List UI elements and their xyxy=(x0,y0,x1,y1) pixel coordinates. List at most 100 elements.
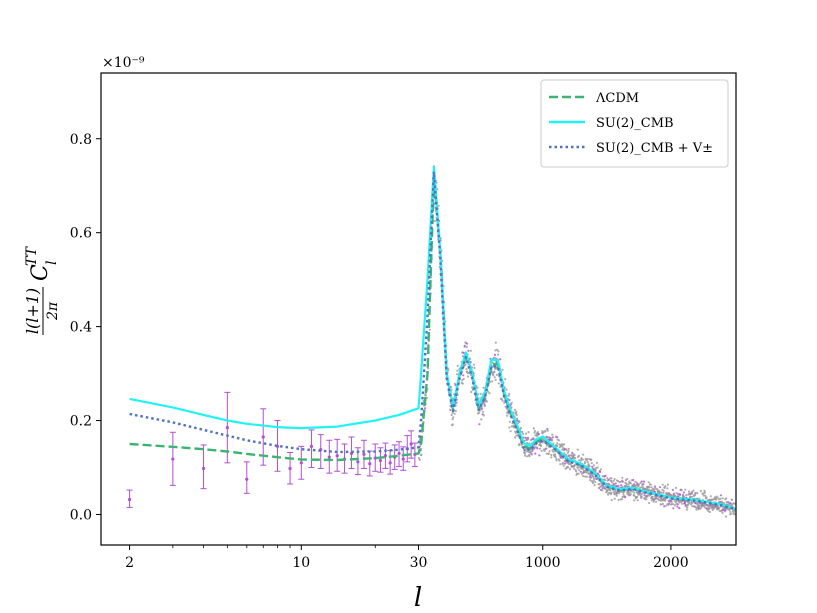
svg-text:l: l xyxy=(44,261,60,265)
scatter-point xyxy=(523,449,526,452)
scatter-point xyxy=(497,382,500,385)
scatter-point xyxy=(640,495,643,498)
scatter-point xyxy=(645,485,649,488)
scatter-point xyxy=(589,479,592,482)
scatter-point xyxy=(652,500,655,503)
scatter-point xyxy=(587,463,590,466)
scatter-point xyxy=(722,506,725,509)
scatter-point xyxy=(461,382,464,385)
scatter-point xyxy=(547,452,550,455)
scatter-point xyxy=(613,493,616,496)
scatter-point xyxy=(493,370,496,373)
scatter-point xyxy=(515,410,518,413)
scatter-point xyxy=(673,504,677,507)
scatter-point xyxy=(582,453,585,456)
scatter-point xyxy=(555,445,559,448)
scatter-point xyxy=(578,459,581,462)
scatter-point xyxy=(729,510,732,513)
scatter-point xyxy=(568,468,572,471)
scatter-point xyxy=(559,463,562,466)
scatter-point xyxy=(508,426,511,429)
scatter-point xyxy=(643,494,646,497)
scatter-point xyxy=(667,502,671,505)
scatter-point xyxy=(616,479,620,483)
scatter-point xyxy=(534,452,537,455)
scatter-point xyxy=(532,427,535,430)
scatter-point xyxy=(536,447,539,450)
scatter-point xyxy=(430,276,433,279)
scatter-point xyxy=(518,420,521,423)
scatter-point xyxy=(515,413,518,416)
scatter-point xyxy=(601,489,604,492)
scatter-point xyxy=(629,482,632,485)
errorbar-point xyxy=(245,477,249,481)
x-tick-label: 1000 xyxy=(525,555,561,571)
scatter-point xyxy=(666,483,670,486)
scatter-point xyxy=(516,417,519,420)
scatter-point xyxy=(528,442,531,445)
scatter-point xyxy=(664,485,667,488)
x-tick-label: 2000 xyxy=(653,555,689,571)
scatter-point xyxy=(508,398,511,402)
scatter-point xyxy=(551,436,554,439)
scatter-point xyxy=(603,478,607,481)
scatter-point xyxy=(482,386,485,389)
scatter-point xyxy=(530,438,533,441)
scatter-point xyxy=(596,466,599,469)
scatter-point xyxy=(640,486,643,489)
scatter-point xyxy=(510,401,513,404)
scatter-point xyxy=(624,496,627,499)
scatter-point xyxy=(488,392,491,395)
scatter-point xyxy=(565,448,568,452)
scatter-point xyxy=(555,457,558,460)
scatter-point xyxy=(524,452,527,455)
scatter-point xyxy=(579,459,583,462)
scatter-point xyxy=(656,488,659,491)
y-tick-label: 0.2 xyxy=(70,414,92,430)
scatter-point xyxy=(480,418,483,421)
scatter-point xyxy=(589,476,593,479)
scatter-point xyxy=(676,505,679,508)
scatter-point xyxy=(520,443,523,446)
scatter-point xyxy=(599,485,602,488)
scatter-point xyxy=(676,492,680,496)
scatter-point xyxy=(664,499,667,502)
scatter-point xyxy=(655,500,658,503)
series-line-1 xyxy=(129,175,736,510)
scatter-point xyxy=(470,390,473,394)
scatter-point xyxy=(546,427,549,431)
errorbar-point xyxy=(309,444,314,448)
legend-box xyxy=(540,79,729,168)
scatter-point xyxy=(509,430,512,433)
scatter-point xyxy=(567,466,570,469)
errorbar-point xyxy=(299,461,303,465)
scatter-point xyxy=(504,378,507,381)
scatter-point xyxy=(537,432,540,436)
scatter-point xyxy=(539,444,543,447)
scatter-point xyxy=(670,500,673,503)
scatter-point xyxy=(695,506,698,509)
scatter-point xyxy=(521,430,524,433)
scatter-point xyxy=(661,502,665,506)
scatter-point xyxy=(482,401,485,404)
scatter-point xyxy=(586,461,590,464)
scatter-point xyxy=(508,392,511,395)
scatter-point xyxy=(521,432,525,435)
scatter-point xyxy=(494,378,497,381)
scatter-point xyxy=(620,490,623,493)
scatter-point xyxy=(579,470,583,473)
scatter-point xyxy=(610,477,613,480)
scatter-point xyxy=(522,436,525,439)
scatter-point xyxy=(621,480,624,483)
scatter-point xyxy=(594,468,597,472)
scatter-point xyxy=(660,491,663,494)
scatter-point xyxy=(494,349,497,352)
scatter-point xyxy=(590,458,593,461)
scatter-point xyxy=(632,478,635,482)
scatter-point xyxy=(653,485,657,488)
scatter-point xyxy=(456,364,459,367)
scatter-point xyxy=(424,407,427,410)
scatter-point xyxy=(663,486,666,489)
scatter-point xyxy=(452,416,455,419)
scatter-point xyxy=(558,459,561,462)
